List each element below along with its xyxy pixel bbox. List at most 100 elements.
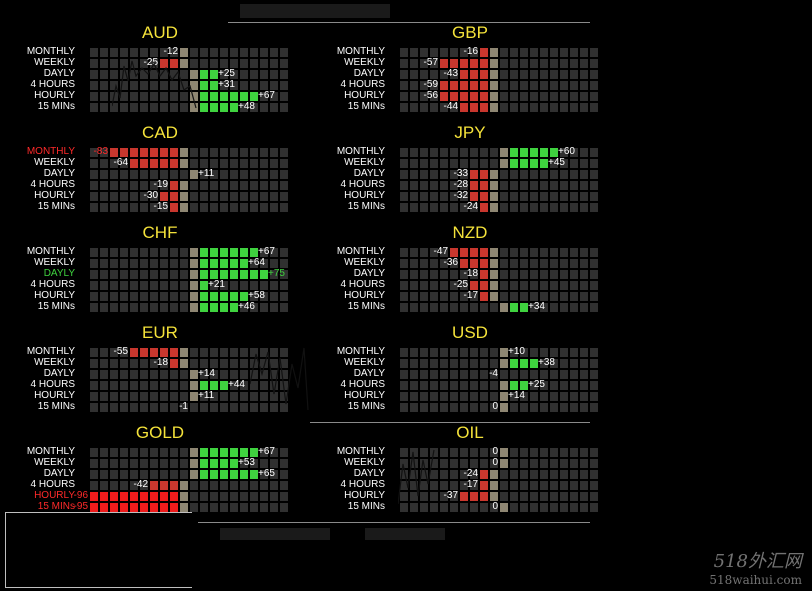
- grid-cell: [240, 203, 248, 212]
- grid-cell: [100, 303, 108, 312]
- grid-cell: [510, 459, 518, 468]
- grid-cell: [410, 359, 418, 368]
- grid-cell: [280, 192, 288, 201]
- grid-cell: [490, 303, 498, 312]
- grid-cell: [440, 170, 448, 179]
- grid-cell: [560, 59, 568, 68]
- grid-cell: [440, 192, 448, 201]
- grid-cell: [160, 192, 168, 201]
- grid-cell: [270, 159, 278, 168]
- grid-cell: [510, 170, 518, 179]
- grid-cell: [170, 248, 178, 257]
- grid-cell: [430, 270, 438, 279]
- grid-cell: [110, 348, 118, 357]
- grid-cell: [190, 492, 198, 501]
- grid-cell: [460, 348, 468, 357]
- grid-cell: [110, 181, 118, 190]
- grid-cell: [140, 459, 148, 468]
- grid-cell: [530, 259, 538, 268]
- grid-cell: [240, 359, 248, 368]
- grid-cell: [590, 370, 598, 379]
- grid-cell: [490, 181, 498, 190]
- grid-cell: [260, 181, 268, 190]
- grid-cell: [180, 103, 188, 112]
- footer-smudge-left: [220, 528, 330, 540]
- grid-cell: [110, 148, 118, 157]
- grid-cell: [590, 481, 598, 490]
- grid-cell: [490, 292, 498, 301]
- grid-cell: [160, 81, 168, 90]
- grid-cell: [100, 248, 108, 257]
- grid-cell: [480, 59, 488, 68]
- grid-cell: [490, 148, 498, 157]
- panel-gbp: GBP MONTHLY -16 WEEKLY -57 DAYLY -43 4 HOURS -59…: [320, 24, 620, 120]
- strength-value: +44: [228, 379, 245, 390]
- grid-cell: [450, 359, 458, 368]
- grid-cell: [180, 181, 188, 190]
- grid-cell: [440, 259, 448, 268]
- grid-cell: [260, 392, 268, 401]
- grid-cell: [250, 92, 258, 101]
- grid-cell: [220, 281, 228, 290]
- grid-cell: [260, 48, 268, 57]
- grid-cell: [270, 470, 278, 479]
- grid-cell: [500, 503, 508, 512]
- grid-cell: [210, 81, 218, 90]
- grid-cell: [90, 503, 98, 512]
- grid-cell: [90, 170, 98, 179]
- timeframe-label: MONTHLY: [336, 46, 385, 57]
- grid-cell: [460, 170, 468, 179]
- grid-cell: [170, 192, 178, 201]
- grid-cell: [550, 303, 558, 312]
- grid-cell: [410, 103, 418, 112]
- grid-cell: [100, 503, 108, 512]
- strength-value: +11: [198, 168, 215, 179]
- grid-cell: [530, 303, 538, 312]
- grid-cell: [200, 59, 208, 68]
- grid-cell: [210, 103, 218, 112]
- grid-cell: [150, 103, 158, 112]
- grid-cell: [400, 259, 408, 268]
- grid-cell: [270, 503, 278, 512]
- grid-cell: [540, 159, 548, 168]
- grid-cell: [580, 403, 588, 412]
- grid-cell: [480, 48, 488, 57]
- oil-price-squiggle: [398, 449, 435, 505]
- grid-cell: [450, 59, 458, 68]
- grid-cell: [430, 92, 438, 101]
- grid-cell: [120, 192, 128, 201]
- grid-cell: [270, 259, 278, 268]
- grid-cell: [120, 470, 128, 479]
- strength-value: +53: [238, 457, 255, 468]
- grid-cell: [230, 170, 238, 179]
- grid-cell: [260, 70, 268, 79]
- grid-cell: [170, 270, 178, 279]
- grid-cell: [570, 303, 578, 312]
- grid-cell: [160, 59, 168, 68]
- grid-cell: [400, 92, 408, 101]
- grid-cell: [470, 170, 478, 179]
- grid-cell: [230, 192, 238, 201]
- grid-cell: [570, 359, 578, 368]
- grid-cell: [530, 481, 538, 490]
- grid-cell: [400, 281, 408, 290]
- strength-value: -33: [453, 168, 468, 179]
- grid-cell: [200, 181, 208, 190]
- strength-value: 0: [492, 501, 498, 512]
- grid-cell: [90, 359, 98, 368]
- grid-cell: [550, 259, 558, 268]
- panel-title: JPY: [454, 123, 486, 142]
- grid-cell: [510, 181, 518, 190]
- grid-cell: [130, 359, 138, 368]
- grid-cell: [120, 70, 128, 79]
- grid-cell: [570, 270, 578, 279]
- panel-title: GOLD: [135, 423, 185, 442]
- grid-cell: [210, 48, 218, 57]
- timeframe-label: DAYLY: [353, 368, 385, 379]
- grid-cell: [130, 248, 138, 257]
- grid-cell: [120, 381, 128, 390]
- grid-cell: [460, 192, 468, 201]
- grid-cell: [100, 148, 108, 157]
- grid-cell: [180, 348, 188, 357]
- grid-cell: [180, 359, 188, 368]
